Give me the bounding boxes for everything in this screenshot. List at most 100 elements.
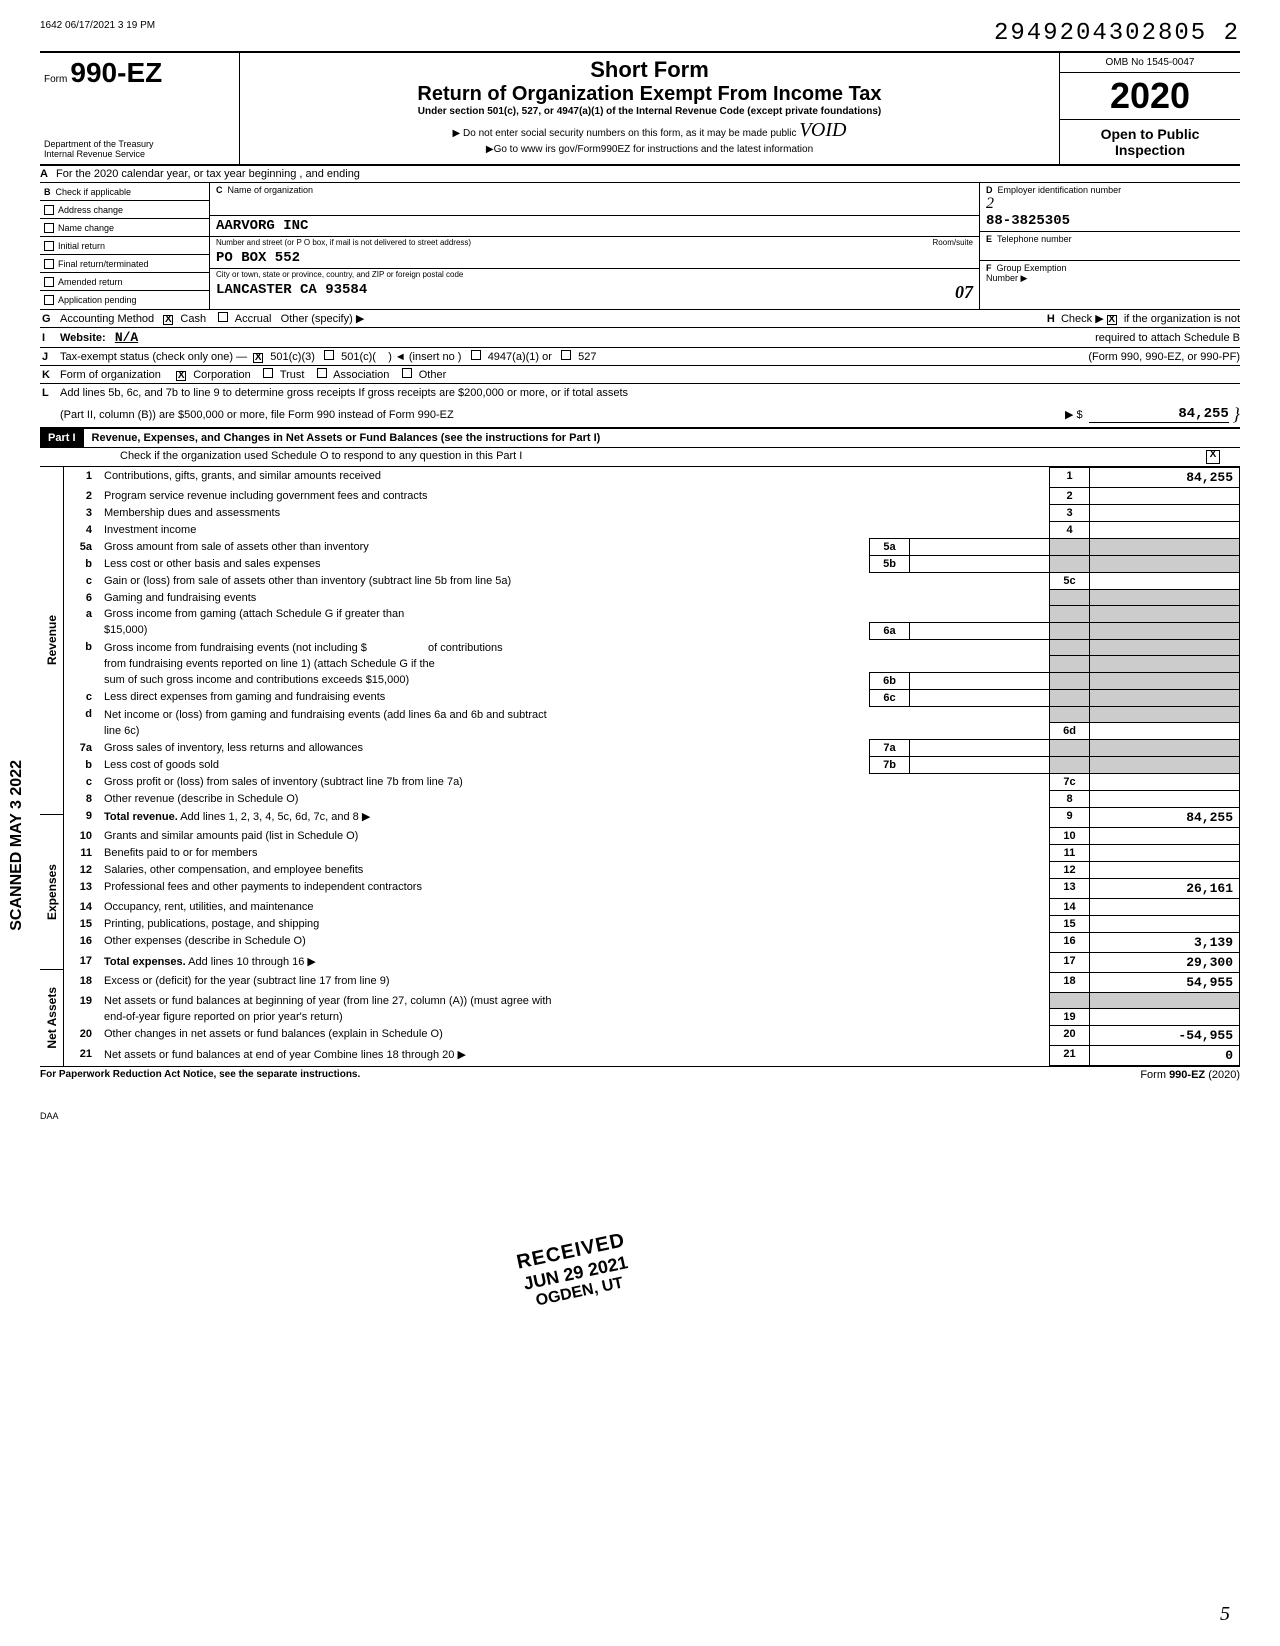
checkbox-pending[interactable]	[44, 295, 54, 305]
check-amended-label: Amended return	[58, 277, 123, 287]
part1-header: Part I Revenue, Expenses, and Changes in…	[40, 427, 1240, 448]
org-city-row: LANCASTER CA 93584 07	[210, 280, 979, 305]
form-number: 990-EZ	[70, 57, 162, 88]
h-text2: required to attach Schedule B	[1095, 332, 1240, 344]
table-row: from fundraising events reported on line…	[64, 656, 1240, 673]
e-tel-label: Telephone number	[997, 234, 1072, 244]
col-b-header-text: Check if applicable	[56, 187, 132, 197]
table-row: 10 Grants and similar amounts paid (list…	[64, 828, 1240, 845]
room-label: Room/suite	[933, 238, 973, 247]
checkbox-part1-schedo[interactable]	[1206, 450, 1220, 464]
table-row: 18 Excess or (deficit) for the year (sub…	[64, 973, 1240, 993]
checkbox-h[interactable]	[1107, 315, 1117, 325]
table-row: 19 Net assets or fund balances at beginn…	[64, 993, 1240, 1009]
row-i: I Website: N/A required to attach Schedu…	[40, 328, 1240, 348]
checkbox-trust[interactable]	[263, 368, 273, 378]
checkbox-501c[interactable]	[324, 350, 334, 360]
addr-label-row: Number and street (or P O box, if mail i…	[210, 236, 979, 248]
row-g: G Accounting Method Cash Accrual Other (…	[40, 310, 1240, 328]
side-col: Revenue Expenses Net Assets	[40, 467, 64, 1066]
received-line1: RECEIVED	[515, 1229, 628, 1274]
footer-form: Form	[1140, 1069, 1166, 1081]
checkbox-corp[interactable]	[176, 371, 186, 381]
checkbox-assoc[interactable]	[317, 368, 327, 378]
tax-status-label: Tax-exempt status (check only one) —	[60, 351, 247, 363]
checkbox-initial[interactable]	[44, 241, 54, 251]
opt-corp: Corporation	[193, 369, 250, 381]
row-j-content: Tax-exempt status (check only one) — 501…	[60, 350, 1088, 363]
timestamp: 1642 06/17/2021 3 19 PM	[40, 20, 155, 31]
table-row: a Gross income from gaming (attach Sched…	[64, 606, 1240, 623]
other-label: Other (specify) ▶	[281, 313, 365, 325]
row-j: J Tax-exempt status (check only one) — 5…	[40, 348, 1240, 366]
table-row: 2 Program service revenue including gove…	[64, 488, 1240, 505]
check-name-label: Name change	[58, 223, 114, 233]
footer-num: 990-EZ	[1169, 1069, 1205, 1081]
checkbox-4947[interactable]	[471, 350, 481, 360]
warn2-text: Go to www irs gov/Form990EZ for instruct…	[494, 144, 814, 155]
side-revenue: Revenue	[40, 467, 63, 814]
row-i-content: Website: N/A	[60, 330, 1095, 345]
checkbox-address[interactable]	[44, 205, 54, 215]
row-l1: L Add lines 5b, 6c, and 7b to line 9 to …	[40, 384, 1240, 402]
checkbox-527[interactable]	[561, 350, 571, 360]
table-row: b Less cost of goods sold 7b	[64, 757, 1240, 774]
col-c: C Name of organization AARVORG INC Numbe…	[210, 183, 980, 309]
row-a-label: A	[40, 168, 56, 180]
row-g-content: Accounting Method Cash Accrual Other (sp…	[60, 312, 1047, 325]
check-final-label: Final return/terminated	[58, 259, 149, 269]
table-row: 20 Other changes in net assets or fund b…	[64, 1026, 1240, 1046]
side-revenue-label: Revenue	[45, 615, 59, 665]
received-line2: JUN 29 2021	[520, 1252, 632, 1295]
table-row: b Less cost or other basis and sales exp…	[64, 556, 1240, 573]
opt-assoc: Association	[333, 369, 389, 381]
checkbox-other-org[interactable]	[402, 368, 412, 378]
part1-label: Part I	[40, 429, 84, 447]
d-ein-label-text: Employer identification number	[998, 185, 1122, 195]
checkbox-final[interactable]	[44, 259, 54, 269]
checkbox-cash[interactable]	[163, 315, 173, 325]
table-row: 3 Membership dues and assessments 3	[64, 505, 1240, 522]
opt-trust: Trust	[280, 369, 305, 381]
table-row: 16 Other expenses (describe in Schedule …	[64, 933, 1240, 953]
c-name-label: C Name of organization	[210, 183, 979, 197]
main-grid: Revenue Expenses Net Assets 1 Contributi…	[40, 467, 1240, 1066]
checkbox-amended[interactable]	[44, 277, 54, 287]
hand-07: 07	[955, 282, 973, 303]
subtitle: Under section 501(c), 527, or 4947(a)(1)…	[248, 106, 1051, 117]
ein-value: 88-3825305	[986, 213, 1234, 229]
checkbox-accrual[interactable]	[218, 312, 228, 322]
row-h: H Check ▶ if the organization is not	[1047, 312, 1240, 325]
row-l-arrow: ▶ $	[1065, 408, 1083, 421]
check-name: Name change	[40, 219, 209, 237]
scanned-stamp: SCANNED MAY 3 2022	[8, 760, 26, 931]
form-header-center: Short Form Return of Organization Exempt…	[240, 53, 1060, 164]
opt-501c-b: ) ◄ (insert no )	[388, 351, 461, 363]
table-row: 4 Investment income 4	[64, 522, 1240, 539]
row-l2: (Part II, column (B)) are $500,000 or mo…	[40, 402, 1240, 427]
check-pending-label: Application pending	[58, 295, 137, 305]
table-row: c Gross profit or (loss) from sales of i…	[64, 774, 1240, 791]
received-stamp: RECEIVED JUN 29 2021 OGDEN, UT	[515, 1229, 636, 1313]
checkbox-501c3[interactable]	[253, 353, 263, 363]
addr-label: Number and street (or P O box, if mail i…	[216, 238, 471, 247]
row-i-letter: I	[40, 332, 60, 344]
title-short: Short Form	[248, 57, 1051, 83]
table-row: 6 Gaming and fundraising events	[64, 590, 1240, 606]
opt-501c3: 501(c)(3)	[270, 351, 315, 363]
check-initial-label: Initial return	[58, 241, 105, 251]
checkbox-name[interactable]	[44, 223, 54, 233]
table-row: 7a Gross sales of inventory, less return…	[64, 740, 1240, 757]
form-header: Form 990-EZ Department of the Treasury I…	[40, 51, 1240, 166]
side-expenses: Expenses	[40, 814, 63, 969]
table-row: 9 Total revenue. Add lines 1, 2, 3, 4, 5…	[64, 808, 1240, 828]
table-row: c Gain or (loss) from sale of assets oth…	[64, 573, 1240, 590]
section-bcd: B Check if applicable Address change Nam…	[40, 183, 1240, 310]
warn1: ▶ Do not enter social security numbers o…	[248, 119, 1051, 142]
hand-bracket: }	[1233, 404, 1240, 425]
check-initial: Initial return	[40, 237, 209, 255]
warn1-text: Do not enter social security numbers on …	[463, 128, 796, 139]
table-row: 21 Net assets or fund balances at end of…	[64, 1046, 1240, 1066]
row-k-content: Form of organization Corporation Trust A…	[60, 368, 1240, 381]
row-k: K Form of organization Corporation Trust…	[40, 366, 1240, 384]
